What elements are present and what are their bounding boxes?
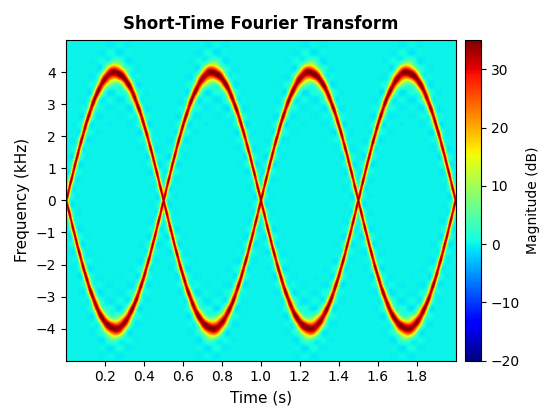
Y-axis label: Magnitude (dB): Magnitude (dB) <box>525 147 539 254</box>
X-axis label: Time (s): Time (s) <box>230 390 292 405</box>
Y-axis label: Frequency (kHz): Frequency (kHz) <box>15 138 30 262</box>
Title: Short-Time Fourier Transform: Short-Time Fourier Transform <box>123 15 398 33</box>
